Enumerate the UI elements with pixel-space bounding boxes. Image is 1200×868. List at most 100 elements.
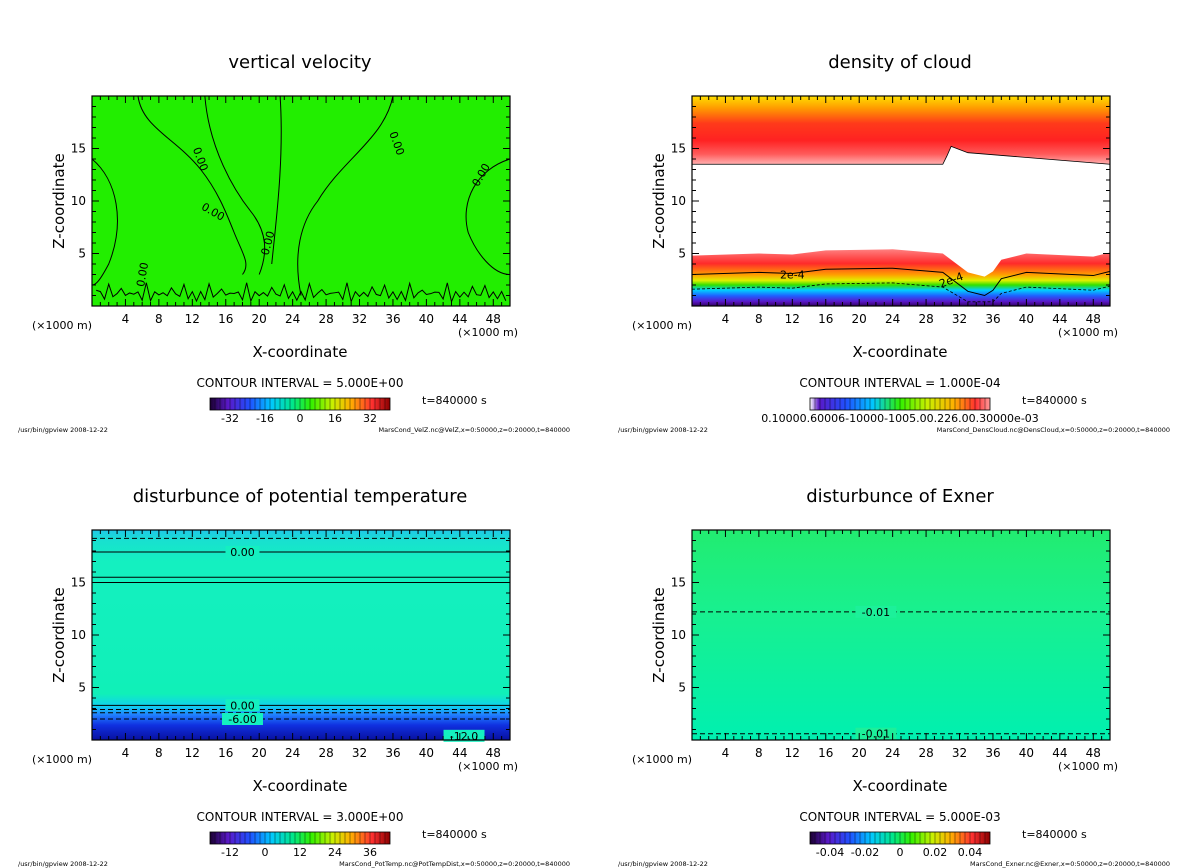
x-tick-label: 44 <box>452 746 467 760</box>
colorbar-tick-label: 16 <box>328 412 342 425</box>
y-axis-label: Z-coordinate <box>50 153 68 248</box>
contour-label: 0.00 <box>134 261 151 287</box>
x-tick-label: 12 <box>785 746 800 760</box>
y-tick-label: 5 <box>678 681 686 695</box>
y-tick-label: 10 <box>671 628 686 642</box>
x-tick-label: 32 <box>952 746 967 760</box>
y-tick-label: 15 <box>671 576 686 590</box>
y-tick-label: 15 <box>671 142 686 156</box>
x-tick-label: 44 <box>1052 746 1067 760</box>
time-label: t=840000 s <box>1022 828 1087 841</box>
colorbar-tick-label: 0.02 <box>923 846 948 859</box>
contour-label: -6.00 <box>228 713 256 726</box>
x-tick-label: 28 <box>318 746 333 760</box>
colorbar-tick-label: -32 <box>221 412 239 425</box>
x-tick-label: 20 <box>852 312 867 326</box>
x-tick-label: 40 <box>1019 312 1034 326</box>
y-tick-label: 5 <box>678 247 686 261</box>
x-tick-label: 20 <box>252 312 267 326</box>
x-tick-label: 12 <box>785 312 800 326</box>
colorbar-tick-label: 0.10000.60006-10000-1005.00.226.00.30000… <box>761 412 1039 425</box>
colorbar-tick-label: -0.02 <box>851 846 879 859</box>
colorbar-tick-label: -0.04 <box>816 846 844 859</box>
x-tick-label: 4 <box>722 746 730 760</box>
colorbar-tick-label: 36 <box>363 846 377 859</box>
colorbar-tick-label: -12 <box>221 846 239 859</box>
x-tick-label: 40 <box>419 746 434 760</box>
x-tick-label: 16 <box>218 746 233 760</box>
y-tick-label: 10 <box>71 194 86 208</box>
y-axis-label: Z-coordinate <box>50 587 68 682</box>
time-label: t=840000 s <box>1022 394 1087 407</box>
footer-left: /usr/bin/gpview 2008-12-22 <box>618 860 708 868</box>
colorbar-tick-label: -16 <box>256 412 274 425</box>
x-tick-label: 24 <box>885 312 900 326</box>
x-unit-right: (×1000 m) <box>1058 760 1118 773</box>
x-tick-label: 24 <box>885 746 900 760</box>
x-tick-label: 16 <box>218 312 233 326</box>
x-tick-label: 28 <box>918 746 933 760</box>
footer-right: MarsCond_Exner.nc@Exner,x=0:50000,z=0:20… <box>970 860 1170 868</box>
chart-title: disturbunce of potential temperature <box>133 486 468 507</box>
contour-label: -12.0 <box>450 730 478 743</box>
time-label: t=840000 s <box>422 394 487 407</box>
y-tick-label: 15 <box>71 142 86 156</box>
x-axis-label: X-coordinate <box>853 777 948 795</box>
x-tick-label: 20 <box>252 746 267 760</box>
x-axis-label: X-coordinate <box>253 777 348 795</box>
y-tick-label: 10 <box>71 628 86 642</box>
field-area <box>692 530 1110 740</box>
x-axis-label: X-coordinate <box>853 343 948 361</box>
contour-label: 0.00 <box>259 230 278 257</box>
x-tick-label: 24 <box>285 746 300 760</box>
x-tick-label: 28 <box>918 312 933 326</box>
footer-right: MarsCond_VelZ.nc@VelZ,x=0:50000,z=0:2000… <box>379 426 570 434</box>
y-tick-label: 15 <box>71 576 86 590</box>
x-unit-right: (×1000 m) <box>458 326 518 339</box>
x-axis-label: X-coordinate <box>253 343 348 361</box>
x-tick-label: 48 <box>1086 746 1101 760</box>
x-tick-label: 32 <box>352 746 367 760</box>
contour-interval: CONTOUR INTERVAL = 3.000E+00 <box>197 810 404 824</box>
chart-title: density of cloud <box>828 52 972 73</box>
x-tick-label: 36 <box>385 312 400 326</box>
x-tick-label: 4 <box>122 312 130 326</box>
y-tick-label: 5 <box>78 247 86 261</box>
x-tick-label: 20 <box>852 746 867 760</box>
x-tick-label: 28 <box>318 312 333 326</box>
colorbar-tick-label: 0 <box>262 846 269 859</box>
contour-interval: CONTOUR INTERVAL = 1.000E-04 <box>799 376 1000 390</box>
x-tick-label: 44 <box>1052 312 1067 326</box>
colorbar-tick-label: 12 <box>293 846 307 859</box>
x-tick-label: 48 <box>1086 312 1101 326</box>
x-tick-label: 36 <box>385 746 400 760</box>
footer-left: /usr/bin/gpview 2008-12-22 <box>18 426 108 434</box>
x-tick-label: 8 <box>755 746 763 760</box>
footer-right: MarsCond_DensCloud.nc@DensCloud,x=0:5000… <box>937 426 1170 434</box>
field-area <box>691 96 1111 306</box>
x-tick-label: 36 <box>985 746 1000 760</box>
contour-label: -0.01 <box>862 728 890 741</box>
y-axis-label: Z-coordinate <box>650 153 668 248</box>
x-tick-label: 48 <box>486 746 501 760</box>
x-tick-label: 8 <box>755 312 763 326</box>
contour-label: -0.01 <box>862 606 890 619</box>
contour-label: 2e-4 <box>780 269 805 282</box>
x-tick-label: 16 <box>818 312 833 326</box>
footer-left: /usr/bin/gpview 2008-12-22 <box>18 860 108 868</box>
x-unit-left: (×1000 m) <box>32 319 92 332</box>
x-unit-left: (×1000 m) <box>32 753 92 766</box>
chart-title: disturbunce of Exner <box>806 486 994 507</box>
time-label: t=840000 s <box>422 828 487 841</box>
y-tick-label: 10 <box>671 194 686 208</box>
x-unit-left: (×1000 m) <box>632 319 692 332</box>
contour-interval: CONTOUR INTERVAL = 5.000E-03 <box>799 810 1000 824</box>
contour-interval: CONTOUR INTERVAL = 5.000E+00 <box>197 376 404 390</box>
x-tick-label: 16 <box>818 746 833 760</box>
x-tick-label: 36 <box>985 312 1000 326</box>
x-unit-left: (×1000 m) <box>632 753 692 766</box>
x-tick-label: 48 <box>486 312 501 326</box>
x-tick-label: 12 <box>185 312 200 326</box>
